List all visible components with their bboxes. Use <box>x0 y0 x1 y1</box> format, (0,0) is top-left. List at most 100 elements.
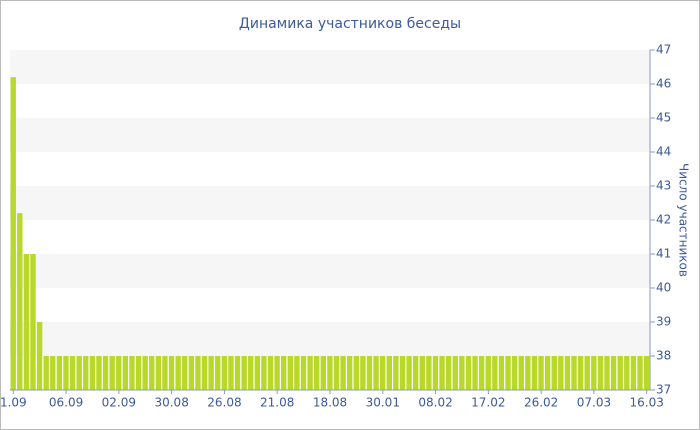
x-tick-label: 18.08 <box>313 396 347 410</box>
bar <box>175 356 181 390</box>
bar <box>412 356 419 390</box>
bar <box>10 77 16 390</box>
bar <box>544 356 551 390</box>
bar <box>386 356 392 390</box>
bar <box>604 356 610 390</box>
bar <box>406 356 412 390</box>
bar <box>445 356 452 390</box>
bar <box>261 356 267 390</box>
bar <box>591 356 597 390</box>
x-tick-label: 26.08 <box>207 396 241 410</box>
x-tick-label: 17.02 <box>471 396 505 410</box>
grid-band <box>10 322 650 356</box>
bar <box>83 356 89 390</box>
bar <box>168 356 175 390</box>
y-tick-label: 45 <box>656 111 671 125</box>
bar <box>485 356 491 390</box>
bar <box>373 356 379 390</box>
bar <box>340 356 346 390</box>
bar <box>379 356 386 390</box>
bar <box>162 356 168 390</box>
bar <box>558 356 564 390</box>
grid-band <box>10 186 650 220</box>
bar <box>320 356 327 390</box>
bar <box>399 356 406 390</box>
bar <box>327 356 333 390</box>
y-tick-label: 38 <box>656 349 671 363</box>
bar <box>551 356 557 390</box>
bar <box>584 356 590 390</box>
x-tick-label: 1.09 <box>0 396 27 410</box>
bar <box>30 254 36 390</box>
bar <box>63 356 69 390</box>
bar <box>624 356 630 390</box>
bar <box>439 356 445 390</box>
x-tick-label: 02.09 <box>102 396 136 410</box>
y-tick-label: 40 <box>656 281 671 295</box>
bar <box>241 356 247 390</box>
y-tick-label: 42 <box>656 213 671 227</box>
bar <box>472 356 478 390</box>
bar <box>511 356 518 390</box>
bar <box>109 356 115 390</box>
bar <box>116 356 122 390</box>
bar <box>17 213 23 390</box>
bar <box>208 356 214 390</box>
y-tick-label: 43 <box>656 179 671 193</box>
x-tick-label: 30.01 <box>366 396 400 410</box>
bar <box>492 356 498 390</box>
bar <box>307 356 313 390</box>
y-tick-label: 41 <box>656 247 671 261</box>
bar <box>149 356 155 390</box>
x-tick-label: 16.03 <box>630 396 664 410</box>
bar <box>498 356 505 390</box>
bar <box>564 356 571 390</box>
bar <box>129 356 135 390</box>
bar <box>525 356 531 390</box>
bar <box>643 356 650 390</box>
bar <box>432 356 439 390</box>
bar <box>577 356 584 390</box>
bar <box>538 356 544 390</box>
bar <box>617 356 623 390</box>
x-tick-label: 26.02 <box>524 396 558 410</box>
bar <box>452 356 458 390</box>
x-tick-label: 08.02 <box>418 396 452 410</box>
bar <box>69 356 76 390</box>
bar <box>274 356 280 390</box>
bar <box>366 356 373 390</box>
y-tick-label: 47 <box>656 43 671 57</box>
bar <box>182 356 188 390</box>
bar <box>393 356 399 390</box>
bar <box>142 356 148 390</box>
y-axis-title: Число участников <box>677 163 691 277</box>
bar <box>571 356 577 390</box>
bar <box>195 356 201 390</box>
bar <box>419 356 425 390</box>
x-tick-label: 06.09 <box>49 396 83 410</box>
bar <box>333 356 340 390</box>
bar <box>89 356 96 390</box>
bar <box>188 356 195 390</box>
bar <box>426 356 432 390</box>
y-tick-label: 46 <box>656 77 671 91</box>
grid-band <box>10 254 650 288</box>
bar <box>478 356 485 390</box>
bar <box>465 356 472 390</box>
x-tick-label: 07.03 <box>577 396 611 410</box>
bar <box>96 356 102 390</box>
bar <box>294 356 300 390</box>
bar <box>531 356 538 390</box>
y-tick-label: 44 <box>656 145 671 159</box>
bar <box>228 356 234 390</box>
bar <box>76 356 82 390</box>
bar <box>135 356 142 390</box>
bar <box>102 356 109 390</box>
bar <box>254 356 261 390</box>
bar <box>518 356 524 390</box>
bar <box>637 356 643 390</box>
bar <box>300 356 307 390</box>
bar <box>314 356 320 390</box>
